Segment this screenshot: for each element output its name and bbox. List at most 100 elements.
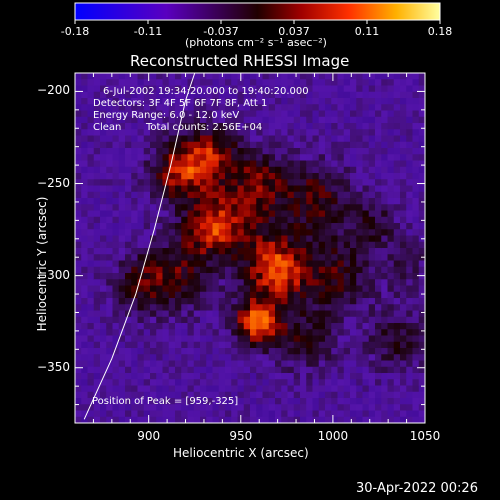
heatmap-cell [187, 404, 195, 412]
heatmap-cell [362, 160, 370, 168]
heatmap-cell [75, 341, 82, 349]
y-tick-label: −350 [37, 359, 70, 374]
heatmap-cell [337, 166, 345, 174]
heatmap-cell [350, 391, 357, 399]
heatmap-cell [81, 335, 89, 343]
heatmap-cell [112, 385, 120, 393]
heatmap-cell [156, 154, 164, 162]
heatmap-cell [137, 235, 145, 243]
heatmap-cell [106, 104, 114, 112]
heatmap-cell [118, 266, 126, 274]
heatmap-cell [150, 154, 157, 162]
heatmap-cell [281, 379, 289, 387]
heatmap-cell [300, 85, 307, 93]
heatmap-cell [318, 410, 326, 418]
heatmap-cell [356, 148, 364, 155]
heatmap-cell [193, 98, 201, 105]
heatmap-cell [412, 148, 420, 155]
heatmap-cell [356, 304, 364, 312]
heatmap-cell [131, 129, 139, 137]
heatmap-cell [106, 210, 114, 218]
heatmap-cell [375, 91, 382, 99]
heatmap-cell [150, 323, 157, 330]
heatmap-cell [256, 216, 264, 224]
y-axis-label: Heliocentric Y (arcsec) [35, 196, 49, 332]
heatmap-cell [306, 104, 314, 112]
heatmap-cell [143, 329, 151, 337]
heatmap-cell [137, 191, 145, 199]
heatmap-cell [325, 141, 332, 149]
heatmap-cell [262, 348, 270, 355]
heatmap-cell [106, 154, 114, 162]
heatmap-cell [356, 273, 364, 280]
heatmap-cell [93, 160, 101, 168]
heatmap-cell [112, 348, 120, 355]
heatmap-cell [331, 385, 339, 393]
heatmap-cell [137, 98, 145, 105]
heatmap-cell [418, 185, 425, 193]
heatmap-cell [218, 135, 226, 143]
heatmap-cell [387, 116, 395, 124]
heatmap-cell [400, 141, 407, 149]
heatmap-cell [87, 316, 95, 324]
heatmap-cell [350, 348, 357, 355]
heatmap-cell [350, 323, 357, 330]
heatmap-cell [393, 91, 401, 99]
heatmap-cell [325, 248, 332, 255]
heatmap-cell [331, 348, 339, 355]
heatmap-cell [406, 373, 414, 380]
heatmap-cell [200, 179, 207, 187]
heatmap-cell [225, 398, 232, 405]
heatmap-cell [212, 398, 220, 405]
heatmap-cell [393, 273, 401, 280]
heatmap-cell [243, 366, 251, 374]
heatmap-cell [100, 298, 107, 305]
heatmap-cell [200, 79, 207, 87]
heatmap-cell [237, 298, 245, 305]
heatmap-cell [375, 160, 382, 168]
heatmap-cell [218, 404, 226, 412]
heatmap-cell [112, 129, 120, 137]
heatmap-cell [181, 154, 189, 162]
heatmap-cell [256, 360, 264, 368]
heatmap-cell [112, 116, 120, 124]
heatmap-cell [206, 398, 214, 405]
heatmap-cell [181, 185, 189, 193]
heatmap-cell [231, 379, 239, 387]
heatmap-cell [306, 254, 314, 262]
heatmap-cell [287, 241, 295, 249]
heatmap-cell [275, 298, 282, 305]
heatmap-cell [287, 141, 295, 149]
heatmap-cell [412, 166, 420, 174]
heatmap-cell [143, 348, 151, 355]
heatmap-cell [312, 135, 320, 143]
heatmap-cell [393, 404, 401, 412]
heatmap-cell [137, 416, 145, 423]
heatmap-cell [131, 279, 139, 287]
heatmap-cell [181, 398, 189, 405]
heatmap-cell [362, 416, 370, 423]
heatmap-cell [162, 135, 170, 143]
heatmap-cell [118, 310, 126, 318]
heatmap-cell [418, 316, 425, 324]
heatmap-cell [406, 116, 414, 124]
heatmap-cell [212, 348, 220, 355]
heatmap-cell [168, 398, 176, 405]
heatmap-cell [400, 291, 407, 299]
heatmap-cell [181, 385, 189, 393]
heatmap-cell [318, 73, 326, 80]
heatmap-cell [218, 216, 226, 224]
heatmap-cell [393, 416, 401, 423]
heatmap-cell [306, 185, 314, 193]
heatmap-cell [162, 348, 170, 355]
heatmap-cell [187, 298, 195, 305]
heatmap-cell [275, 260, 282, 268]
heatmap-cell [81, 129, 89, 137]
heatmap-cell [393, 385, 401, 393]
heatmap-cell [312, 366, 320, 374]
heatmap-cell [275, 85, 282, 93]
heatmap-cell [250, 148, 257, 155]
heatmap-cell [418, 198, 425, 205]
heatmap-cell [187, 323, 195, 330]
heatmap-cell [287, 179, 295, 187]
